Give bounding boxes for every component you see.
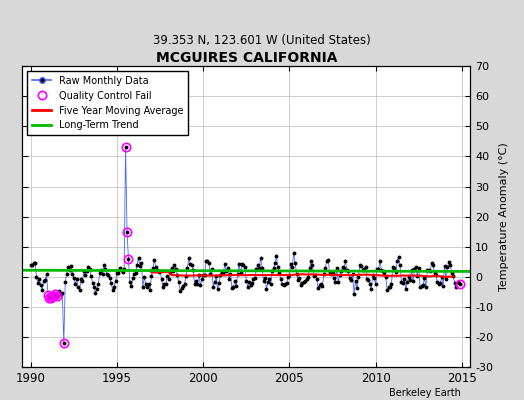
Title: MCGUIRES CALIFORNIA: MCGUIRES CALIFORNIA bbox=[156, 51, 337, 65]
Y-axis label: Temperature Anomaly (°C): Temperature Anomaly (°C) bbox=[499, 142, 509, 291]
Legend: Raw Monthly Data, Quality Control Fail, Five Year Moving Average, Long-Term Tren: Raw Monthly Data, Quality Control Fail, … bbox=[27, 71, 189, 135]
Text: 39.353 N, 123.601 W (United States): 39.353 N, 123.601 W (United States) bbox=[153, 34, 371, 47]
Text: Berkeley Earth: Berkeley Earth bbox=[389, 388, 461, 398]
